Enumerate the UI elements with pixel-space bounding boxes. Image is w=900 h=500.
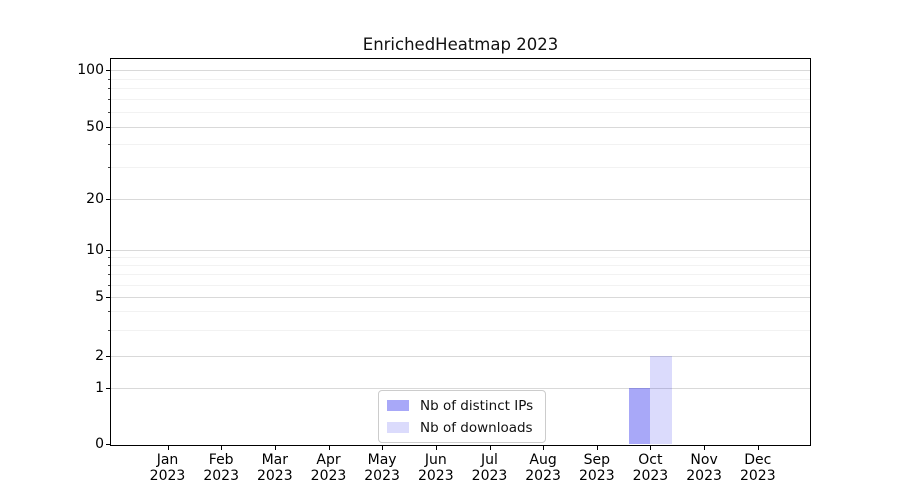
minor-gridline-6 (111, 284, 810, 286)
x-tick-label-feb: Feb 2023 (203, 452, 239, 484)
y-tick-20 (106, 199, 110, 200)
y-tick-0 (106, 444, 110, 445)
x-tick-label-apr: Apr 2023 (310, 452, 347, 484)
legend-item-distinct-ips: Nb of distinct IPs (387, 397, 537, 414)
x-tick-label-oct: Oct 2023 (632, 452, 669, 484)
y-minor-tick-30 (108, 167, 110, 168)
y-minor-tick-3 (108, 329, 110, 331)
x-tick-aug (543, 446, 545, 450)
major-gridline-1 (111, 388, 810, 390)
minor-gridline-40 (111, 144, 810, 146)
major-gridline-2 (111, 355, 810, 357)
major-gridline-10 (111, 250, 810, 251)
minor-gridline-8 (111, 265, 810, 267)
x-tick-feb (221, 446, 223, 450)
y-tick-label-2: 2 (95, 347, 104, 364)
minor-gridline-70 (111, 99, 810, 101)
x-tick-oct (650, 446, 652, 450)
major-gridline-50 (111, 126, 810, 128)
minor-gridline-4 (111, 311, 810, 313)
x-tick-label-jun: Jun 2023 (417, 452, 454, 484)
x-tick-label-sep: Sep 2023 (578, 452, 615, 484)
minor-gridline-80 (111, 88, 810, 90)
y-tick-label-1: 1 (95, 380, 104, 397)
y-tick-label-0: 0 (95, 436, 104, 452)
minor-gridline-90 (111, 78, 810, 80)
y-tick-50 (106, 126, 110, 128)
y-tick-10 (106, 250, 110, 251)
y-minor-tick-60 (108, 111, 110, 113)
y-tick-100 (106, 70, 110, 71)
x-tick-label-may: May 2023 (364, 452, 400, 484)
x-tick-jul (489, 446, 491, 450)
x-tick-label-aug: Aug 2023 (525, 452, 561, 484)
y-tick-label-5: 5 (95, 289, 104, 305)
minor-gridline-7 (111, 274, 810, 276)
x-tick-label-mar: Mar 2023 (256, 452, 293, 484)
x-tick-apr (328, 446, 330, 450)
y-minor-tick-80 (108, 88, 110, 90)
major-gridline-100 (111, 70, 810, 71)
y-minor-tick-90 (108, 78, 110, 80)
x-tick-dec (757, 446, 759, 450)
minor-gridline-60 (111, 111, 810, 113)
y-minor-tick-40 (108, 144, 110, 146)
major-gridline-20 (111, 199, 810, 200)
minor-gridline-9 (111, 257, 810, 259)
y-tick-label-50: 50 (86, 118, 104, 135)
y-minor-tick-4 (108, 311, 110, 313)
x-tick-sep (596, 446, 598, 450)
legend-swatch-distinct-ips (387, 400, 409, 411)
y-minor-tick-6 (108, 284, 110, 286)
minor-gridline-30 (111, 167, 810, 168)
y-minor-tick-8 (108, 265, 110, 267)
major-gridline-5 (111, 297, 810, 298)
chart-title: EnrichedHeatmap 2023 (362, 35, 559, 54)
plot-area: Nb of distinct IPs Nb of downloads (110, 58, 811, 446)
x-tick-jun (435, 446, 437, 450)
legend: Nb of distinct IPs Nb of downloads (378, 390, 546, 443)
y-tick-label-10: 10 (86, 242, 104, 258)
x-tick-may (382, 446, 384, 450)
y-tick-5 (106, 297, 110, 298)
y-tick-label-20: 20 (86, 191, 104, 207)
x-tick-label-jul: Jul 2023 (471, 452, 508, 484)
y-minor-tick-9 (108, 257, 110, 259)
x-tick-nov (704, 446, 706, 450)
x-tick-label-nov: Nov 2023 (686, 452, 722, 484)
y-tick-2 (106, 355, 110, 357)
y-minor-tick-7 (108, 274, 110, 276)
legend-label-distinct-ips: Nb of distinct IPs (420, 397, 534, 414)
y-minor-tick-70 (108, 99, 110, 101)
y-tick-label-100: 100 (77, 62, 104, 78)
y-tick-1 (106, 388, 110, 390)
legend-label-downloads: Nb of downloads (420, 419, 533, 436)
bar-oct-series-0 (628, 388, 651, 444)
bar-oct-series-1 (650, 355, 672, 444)
x-tick-label-dec: Dec 2023 (739, 452, 776, 484)
legend-item-downloads: Nb of downloads (387, 419, 537, 436)
minor-gridline-3 (111, 329, 810, 331)
x-tick-jan (167, 446, 169, 450)
x-tick-mar (274, 446, 276, 450)
legend-swatch-downloads (387, 422, 409, 433)
x-tick-label-jan: Jan 2023 (149, 452, 186, 484)
